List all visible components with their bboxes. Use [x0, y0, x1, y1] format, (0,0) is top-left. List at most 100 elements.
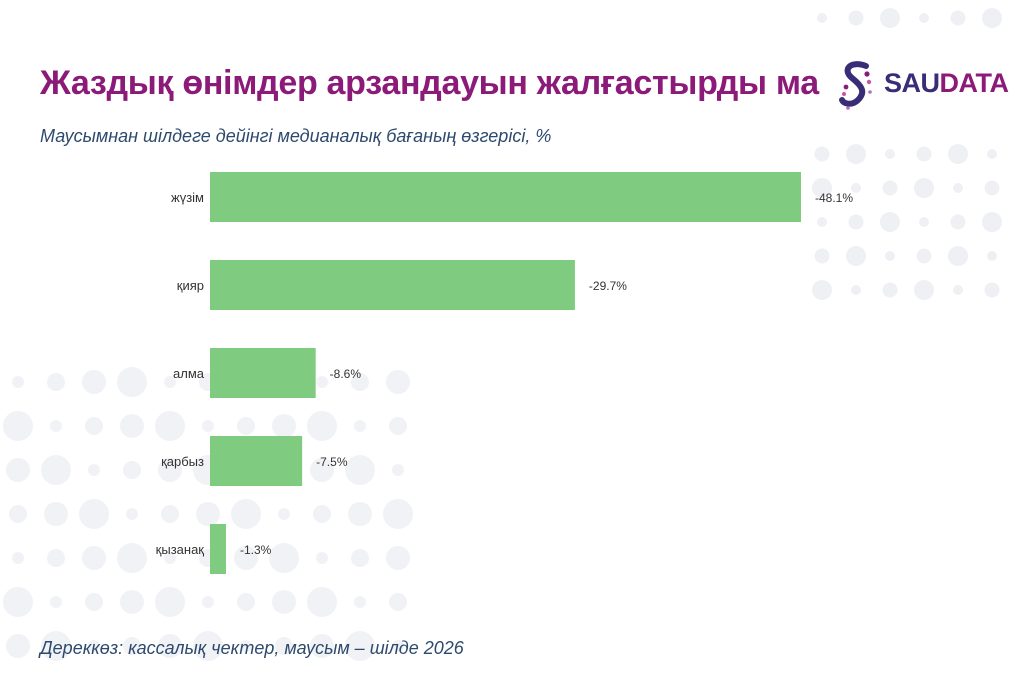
background-dot — [916, 146, 932, 162]
background-dot — [987, 149, 997, 159]
category-label: қызанақ — [156, 542, 205, 557]
background-dot — [158, 634, 182, 658]
background-dot — [987, 251, 997, 261]
background-dot — [123, 461, 141, 479]
background-dot — [310, 458, 334, 482]
background-dot — [389, 593, 407, 611]
value-label: -29.7% — [589, 279, 627, 293]
background-dot — [880, 8, 900, 28]
background-dot — [919, 13, 929, 23]
background-dot — [275, 637, 293, 655]
background-dot — [392, 640, 404, 652]
background-dot — [126, 508, 138, 520]
background-dot — [117, 367, 147, 397]
background-dot — [348, 502, 372, 526]
background-dot — [196, 502, 220, 526]
background-dot — [164, 376, 176, 388]
background-dot — [351, 549, 369, 567]
background-dot — [82, 546, 106, 570]
saudata-logo-icon — [839, 61, 872, 110]
background-dot — [123, 637, 141, 655]
category-label: қияр — [177, 278, 204, 293]
background-dot — [307, 587, 337, 617]
background-dot — [120, 590, 144, 614]
background-dot — [345, 631, 375, 661]
saudata-logo-text: SAUDATA — [884, 68, 1009, 99]
background-dot — [982, 212, 1002, 232]
background-dot — [307, 411, 337, 441]
bar — [210, 260, 575, 310]
background-dot — [880, 212, 900, 232]
background-dot — [851, 285, 861, 295]
background-dot — [278, 508, 290, 520]
background-dot — [6, 458, 30, 482]
background-dot — [240, 640, 252, 652]
background-dot — [919, 217, 929, 227]
background-dot — [950, 10, 966, 26]
background-dot — [6, 634, 30, 658]
bar — [210, 348, 316, 398]
background-dot — [12, 552, 24, 564]
background-dot — [79, 499, 109, 529]
background-dot — [41, 455, 71, 485]
background-dot — [953, 183, 963, 193]
value-label: -8.6% — [330, 367, 362, 381]
background-dot — [47, 373, 65, 391]
background-dot — [386, 546, 410, 570]
background-dot — [120, 414, 144, 438]
background-dot — [193, 631, 223, 661]
background-dot — [383, 499, 413, 529]
background-dot — [354, 596, 366, 608]
background-dot — [12, 376, 24, 388]
background-dot — [50, 596, 62, 608]
value-label: -48.1% — [815, 191, 853, 205]
background-dot — [117, 543, 147, 573]
chart-subtitle: Маусымнан шілдеге дейінгі медианалық бағ… — [40, 126, 552, 146]
background-dot — [882, 282, 898, 298]
value-label: -1.3% — [240, 543, 272, 557]
background-dot — [202, 596, 214, 608]
background-dot — [354, 420, 366, 432]
bar — [210, 524, 226, 574]
background-dot — [914, 178, 934, 198]
background-dot — [916, 248, 932, 264]
background-dot — [885, 149, 895, 159]
category-label: алма — [173, 366, 205, 381]
background-dot — [313, 505, 331, 523]
background-dot — [882, 180, 898, 196]
background-dot — [982, 8, 1002, 28]
background-dot — [155, 411, 185, 441]
background-dot — [269, 543, 299, 573]
background-dot — [234, 546, 258, 570]
background-dot — [817, 217, 827, 227]
background-dot — [41, 631, 71, 661]
background-dot — [885, 251, 895, 261]
background-dot — [389, 417, 407, 435]
background-dot — [272, 590, 296, 614]
category-label: қарбыз — [161, 454, 204, 469]
background-dot — [814, 146, 830, 162]
background-dot — [948, 144, 968, 164]
background-dot — [88, 640, 100, 652]
saudata-logo: SAUDATA — [836, 56, 1009, 112]
value-label: -7.5% — [316, 455, 348, 469]
background-dot — [351, 373, 369, 391]
background-dot — [202, 420, 214, 432]
background-dot — [817, 13, 827, 23]
bar — [210, 172, 801, 222]
background-dot — [984, 180, 1000, 196]
data-source-note: Дереккөз: кассалық чектер, маусым – шілд… — [40, 638, 464, 658]
background-dot — [316, 552, 328, 564]
bar — [210, 436, 303, 486]
logo-text-suffix: DATA — [939, 68, 1009, 98]
background-dot — [3, 411, 33, 441]
background-dot — [88, 464, 100, 476]
background-dot — [237, 417, 255, 435]
background-dot — [272, 414, 296, 438]
background-dot — [161, 505, 179, 523]
background-dot — [812, 280, 832, 300]
background-dot — [984, 282, 1000, 298]
background-dot — [386, 370, 410, 394]
